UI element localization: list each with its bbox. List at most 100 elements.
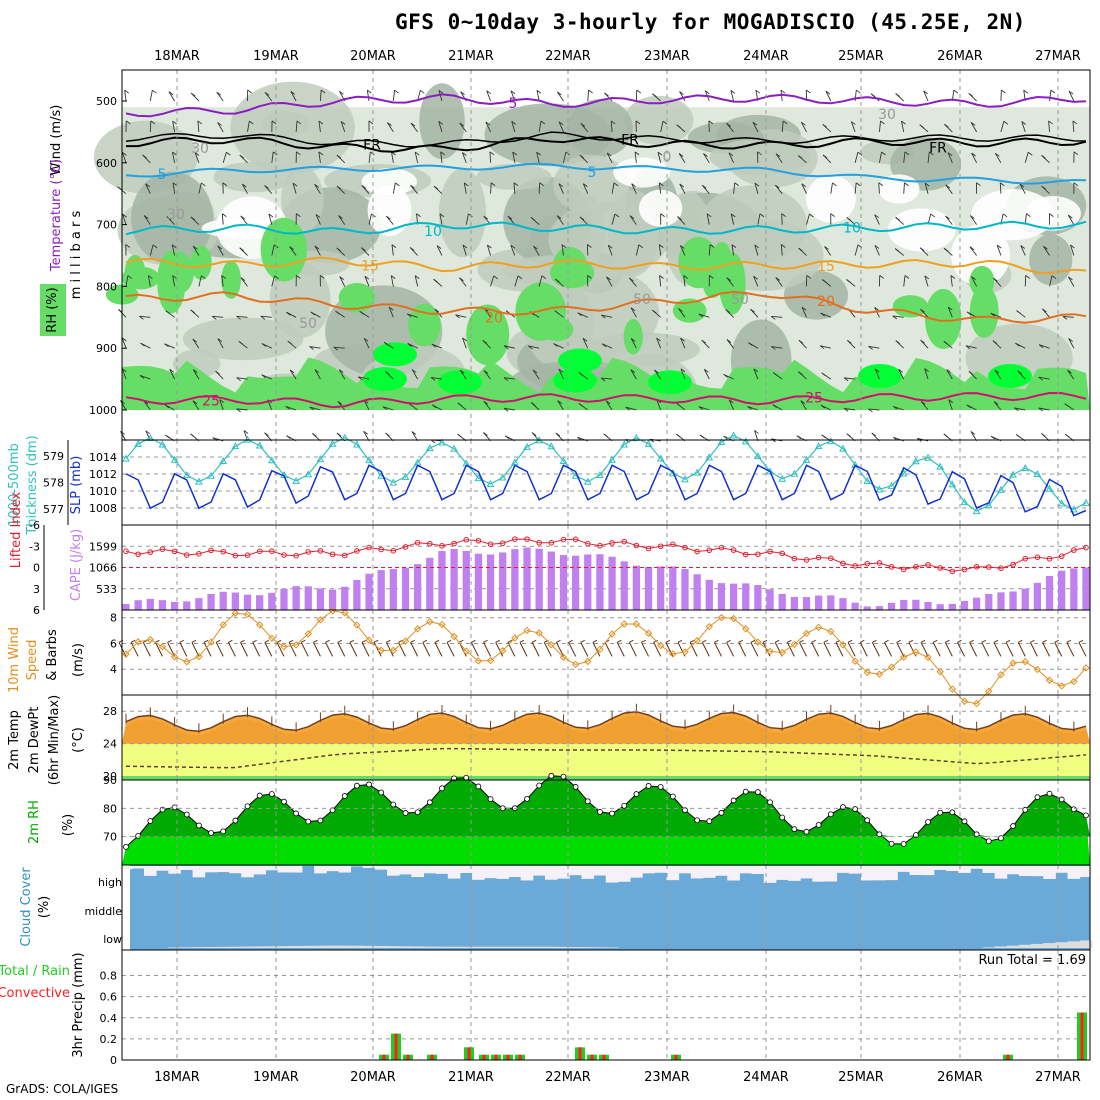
cape-bar <box>839 598 847 610</box>
cloud-high-bar <box>946 866 959 872</box>
label-slp: SLP (mb) <box>69 456 84 515</box>
wind-barb-10m <box>215 642 224 657</box>
rh2m-point <box>390 801 397 808</box>
precip-conv-bar <box>1006 1054 1010 1060</box>
wind-barb-flag <box>924 182 930 187</box>
wind-barb <box>431 377 443 380</box>
cape-bar <box>353 580 361 610</box>
wind-barb <box>455 314 467 318</box>
wind-barb-flag <box>579 154 585 159</box>
wind-barb-10m-flag <box>1054 639 1059 643</box>
temp-contour-2 <box>125 220 1087 236</box>
wind-speed-point <box>620 620 628 628</box>
wind-barb-flag <box>1064 403 1070 408</box>
wind-barb-10m-flag <box>434 639 440 643</box>
wind-barb <box>970 215 978 225</box>
thickness-point <box>583 477 592 485</box>
wind-barb <box>463 182 467 194</box>
thickness-point <box>267 456 276 464</box>
cape-bar <box>693 574 701 610</box>
wind-speed-point <box>474 657 483 665</box>
li-point <box>1010 561 1016 568</box>
wind-barb-flag <box>482 339 488 344</box>
cloud-ytick-middle: middle <box>84 905 122 918</box>
label-total-rain: Total / Rain <box>0 964 70 979</box>
wind-speed-point <box>851 657 859 665</box>
wind-barb <box>703 369 710 380</box>
wind-barb-flag <box>507 215 513 220</box>
wind-barb-flag <box>919 124 924 129</box>
li-point <box>657 543 664 550</box>
wind-barb <box>730 213 735 225</box>
wind-barb <box>703 153 710 164</box>
li-point <box>572 536 579 543</box>
cloud-low-bar <box>605 947 619 948</box>
wind-barb-flag <box>463 182 469 187</box>
contour-label-20: 0 <box>663 150 672 166</box>
li-point <box>888 564 895 570</box>
cape-bar <box>219 591 227 610</box>
wind-barb-10m-flag <box>714 639 719 643</box>
cloud-low-bar <box>423 946 437 948</box>
wind-barb <box>996 245 1002 256</box>
thickness-point <box>912 457 920 465</box>
wind-speed-point <box>219 621 227 629</box>
wind-barb-flag <box>124 89 129 94</box>
wind-barb-10m <box>1054 642 1063 657</box>
rh2m-point <box>888 840 895 847</box>
li-point <box>220 548 227 555</box>
wind-barb-flag <box>1014 407 1019 412</box>
wind-barb-flag <box>312 433 317 437</box>
wind-barb-flag <box>530 216 536 221</box>
cloud-high-bar <box>788 866 801 881</box>
wind-barb-10m <box>750 642 759 657</box>
cloud-high-bar <box>144 866 157 876</box>
wind-barb-flag <box>121 337 127 342</box>
wind-barb-flag <box>699 434 705 439</box>
slp-line <box>125 464 1087 517</box>
wind-barb-flag <box>261 374 266 379</box>
wind-barb <box>587 89 590 102</box>
li-point <box>597 542 603 549</box>
wind-barb <box>221 275 224 287</box>
upper-ytick-900: 900 <box>96 342 117 355</box>
wind-barb-flag <box>434 308 440 313</box>
wind-speed-line <box>125 610 1087 705</box>
wind-barb-10m-flag <box>945 639 950 643</box>
precip-ytick-0.6: 0.6 <box>100 991 118 1004</box>
label-dewpt2m: 2m DewPt <box>27 707 42 774</box>
temp-bottom-band <box>122 775 1090 780</box>
wind-barb-flag <box>462 337 467 342</box>
cape-bar <box>280 588 288 610</box>
wind-barb-flag <box>610 120 616 125</box>
wind-barb <box>431 343 443 349</box>
wind-barb-flag <box>243 430 249 434</box>
wind-barb <box>781 120 784 132</box>
upper-ytick-1000: 1000 <box>89 404 117 417</box>
label-rh: RH (%) <box>45 287 60 332</box>
rh-contour-blob <box>261 111 309 137</box>
wind-ytick-6: 6 <box>110 637 117 650</box>
wind-barb-flag <box>1068 276 1073 281</box>
wind-barb-flag <box>438 90 444 94</box>
wind-barb-10m-flag <box>799 639 804 643</box>
li-point <box>426 540 433 547</box>
wind-barb-10m <box>944 642 953 657</box>
wind-barb <box>950 275 953 287</box>
cloud-high-bar <box>581 866 595 879</box>
wind-barb-flag <box>292 182 298 187</box>
contour-label-6: 10 <box>424 224 442 240</box>
date-label-bottom-27MAR: 27MAR <box>1035 1070 1081 1085</box>
rh2m-point <box>1010 823 1016 829</box>
date-label-top-27MAR: 27MAR <box>1035 49 1081 64</box>
wind-barb <box>124 90 127 102</box>
rh-green-blob <box>672 298 707 323</box>
li-point <box>147 549 154 555</box>
cloud-low-bar <box>435 946 449 948</box>
wind-barb-flag <box>558 368 564 373</box>
rh2m-point <box>609 810 615 817</box>
wind-barb <box>247 120 250 132</box>
wind-barb-flag <box>139 375 145 379</box>
wind-barb-10m <box>969 642 978 657</box>
precip-ytick-0.4: 0.4 <box>100 1012 118 1025</box>
